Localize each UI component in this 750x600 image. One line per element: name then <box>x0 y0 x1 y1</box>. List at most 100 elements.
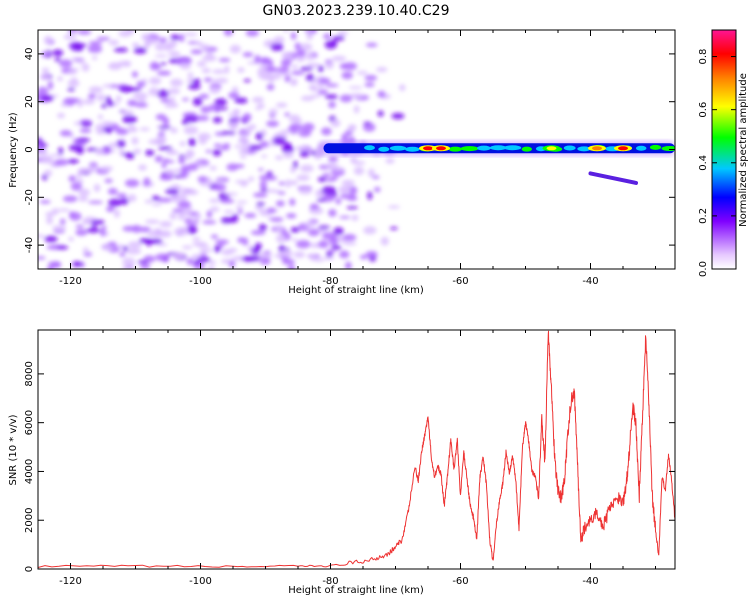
heatmap-noise-cell <box>340 193 349 199</box>
heatmap-noise-cell <box>365 42 378 48</box>
heatmap-noise-cell <box>181 245 193 250</box>
heatmap-noise-cell <box>258 168 264 172</box>
heatmap-noise-cell <box>65 97 80 103</box>
snr-xtick-label: -120 <box>59 576 82 587</box>
snr-frame <box>37 329 676 570</box>
heatmap-noise-cell <box>248 176 255 182</box>
heatmap-noise-cell <box>97 114 104 120</box>
heatmap-noise-cell <box>299 151 310 158</box>
heatmap-noise-cell <box>185 189 199 195</box>
heatmap-noise-cell <box>199 248 208 254</box>
heatmap-noise-cell <box>47 80 54 90</box>
heatmap-noise-cell <box>252 96 264 103</box>
heatmap-noise-cell <box>108 39 119 46</box>
heatmap-noise-cell <box>273 136 287 146</box>
spectrogram-ytick-label: 20 <box>24 95 35 108</box>
heatmap-noise-cell <box>373 186 381 193</box>
heatmap-noise-cell <box>277 191 286 195</box>
heatmap-noise-cell <box>291 238 298 242</box>
colorbar-tick-label: 0.8 <box>698 49 709 65</box>
heatmap-noise-cell <box>200 106 211 114</box>
heatmap-noise-cell <box>49 153 64 157</box>
heatmap-noise-cell <box>331 39 338 47</box>
heatmap-peak <box>436 146 446 151</box>
spectrogram-noise-layer <box>38 30 406 269</box>
heatmap-noise-cell <box>133 47 147 55</box>
heatmap-noise-cell <box>317 225 331 230</box>
heatmap-noise-cell <box>79 119 92 123</box>
heatmap-noise-cell <box>239 133 247 142</box>
heatmap-peak <box>423 146 433 151</box>
heatmap-noise-cell <box>113 47 129 53</box>
heatmap-noise-cell <box>248 145 263 151</box>
heatmap-noise-cell <box>288 180 299 186</box>
heatmap-noise-cell <box>116 193 127 198</box>
heatmap-noise-cell <box>195 115 210 122</box>
heatmap-noise-cell <box>306 62 321 68</box>
heatmap-noise-cell <box>215 239 229 245</box>
heatmap-noise-cell <box>290 31 297 40</box>
heatmap-noise-cell <box>72 260 83 268</box>
heatmap-noise-cell <box>241 255 256 262</box>
heatmap-noise-cell <box>151 202 163 207</box>
heatmap-noise-cell <box>156 89 170 98</box>
heatmap-noise-cell <box>172 194 179 203</box>
heatmap-noise-cell <box>399 84 406 92</box>
heatmap-noise-cell <box>305 52 315 61</box>
heatmap-noise-cell <box>237 67 245 73</box>
heatmap-noise-cell <box>241 142 250 151</box>
heatmap-band-cell <box>563 145 576 151</box>
heatmap-noise-cell <box>138 238 153 244</box>
colorbar-tick-label: 0.2 <box>698 208 709 224</box>
spectrogram-ytick-label: -20 <box>24 189 35 205</box>
heatmap-noise-cell <box>259 257 271 266</box>
heatmap-noise-cell <box>164 42 172 52</box>
heatmap-noise-cell <box>220 130 236 135</box>
heatmap-noise-cell <box>346 205 359 210</box>
heatmap-noise-cell <box>255 132 263 141</box>
heatmap-noise-cell <box>236 200 248 204</box>
heatmap-noise-cell <box>259 180 268 190</box>
heatmap-band-cell <box>521 146 532 152</box>
heatmap-band-cell <box>489 145 507 151</box>
heatmap-noise-cell <box>356 70 369 75</box>
heatmap-noise-cell <box>280 58 292 67</box>
heatmap-noise-cell <box>151 195 161 201</box>
heatmap-noise-cell <box>149 228 163 238</box>
heatmap-noise-cell <box>270 217 284 222</box>
heatmap-noise-cell <box>169 96 176 105</box>
heatmap-noise-cell <box>196 60 207 67</box>
heatmap-noise-cell <box>305 30 312 33</box>
spectrogram-signal-layer <box>317 140 675 185</box>
heatmap-noise-cell <box>221 249 234 256</box>
heatmap-noise-cell <box>371 175 380 180</box>
heatmap-noise-cell <box>113 127 125 131</box>
heatmap-peak <box>618 146 628 151</box>
heatmap-noise-cell <box>342 233 357 242</box>
heatmap-noise-cell <box>318 240 329 249</box>
heatmap-band-cell <box>477 145 491 151</box>
heatmap-noise-cell <box>197 132 212 141</box>
colorbar-ticks: 0.0 0.2 0.4 0.6 0.8 <box>698 49 736 277</box>
heatmap-noise-cell <box>227 121 239 128</box>
heatmap-noise-cell <box>299 66 314 71</box>
heatmap-noise-cell <box>165 188 179 195</box>
heatmap-noise-cell <box>159 174 173 181</box>
heatmap-noise-cell <box>83 247 89 254</box>
heatmap-noise-cell <box>67 79 80 88</box>
heatmap-noise-cell <box>282 53 294 60</box>
heatmap-noise-cell <box>223 30 234 37</box>
heatmap-noise-cell <box>201 67 211 74</box>
heatmap-noise-cell <box>322 232 337 240</box>
heatmap-noise-cell <box>328 156 339 162</box>
heatmap-noise-cell <box>259 188 268 192</box>
heatmap-noise-cell <box>380 236 389 246</box>
heatmap-noise-cell <box>185 222 199 226</box>
heatmap-noise-cell <box>248 124 257 130</box>
heatmap-noise-cell <box>223 210 235 214</box>
snr-ytick-label: 2000 <box>24 507 35 532</box>
heatmap-noise-cell <box>280 129 294 133</box>
heatmap-noise-cell <box>164 159 175 164</box>
heatmap-noise-cell <box>83 168 94 174</box>
heatmap-noise-cell <box>159 37 167 44</box>
